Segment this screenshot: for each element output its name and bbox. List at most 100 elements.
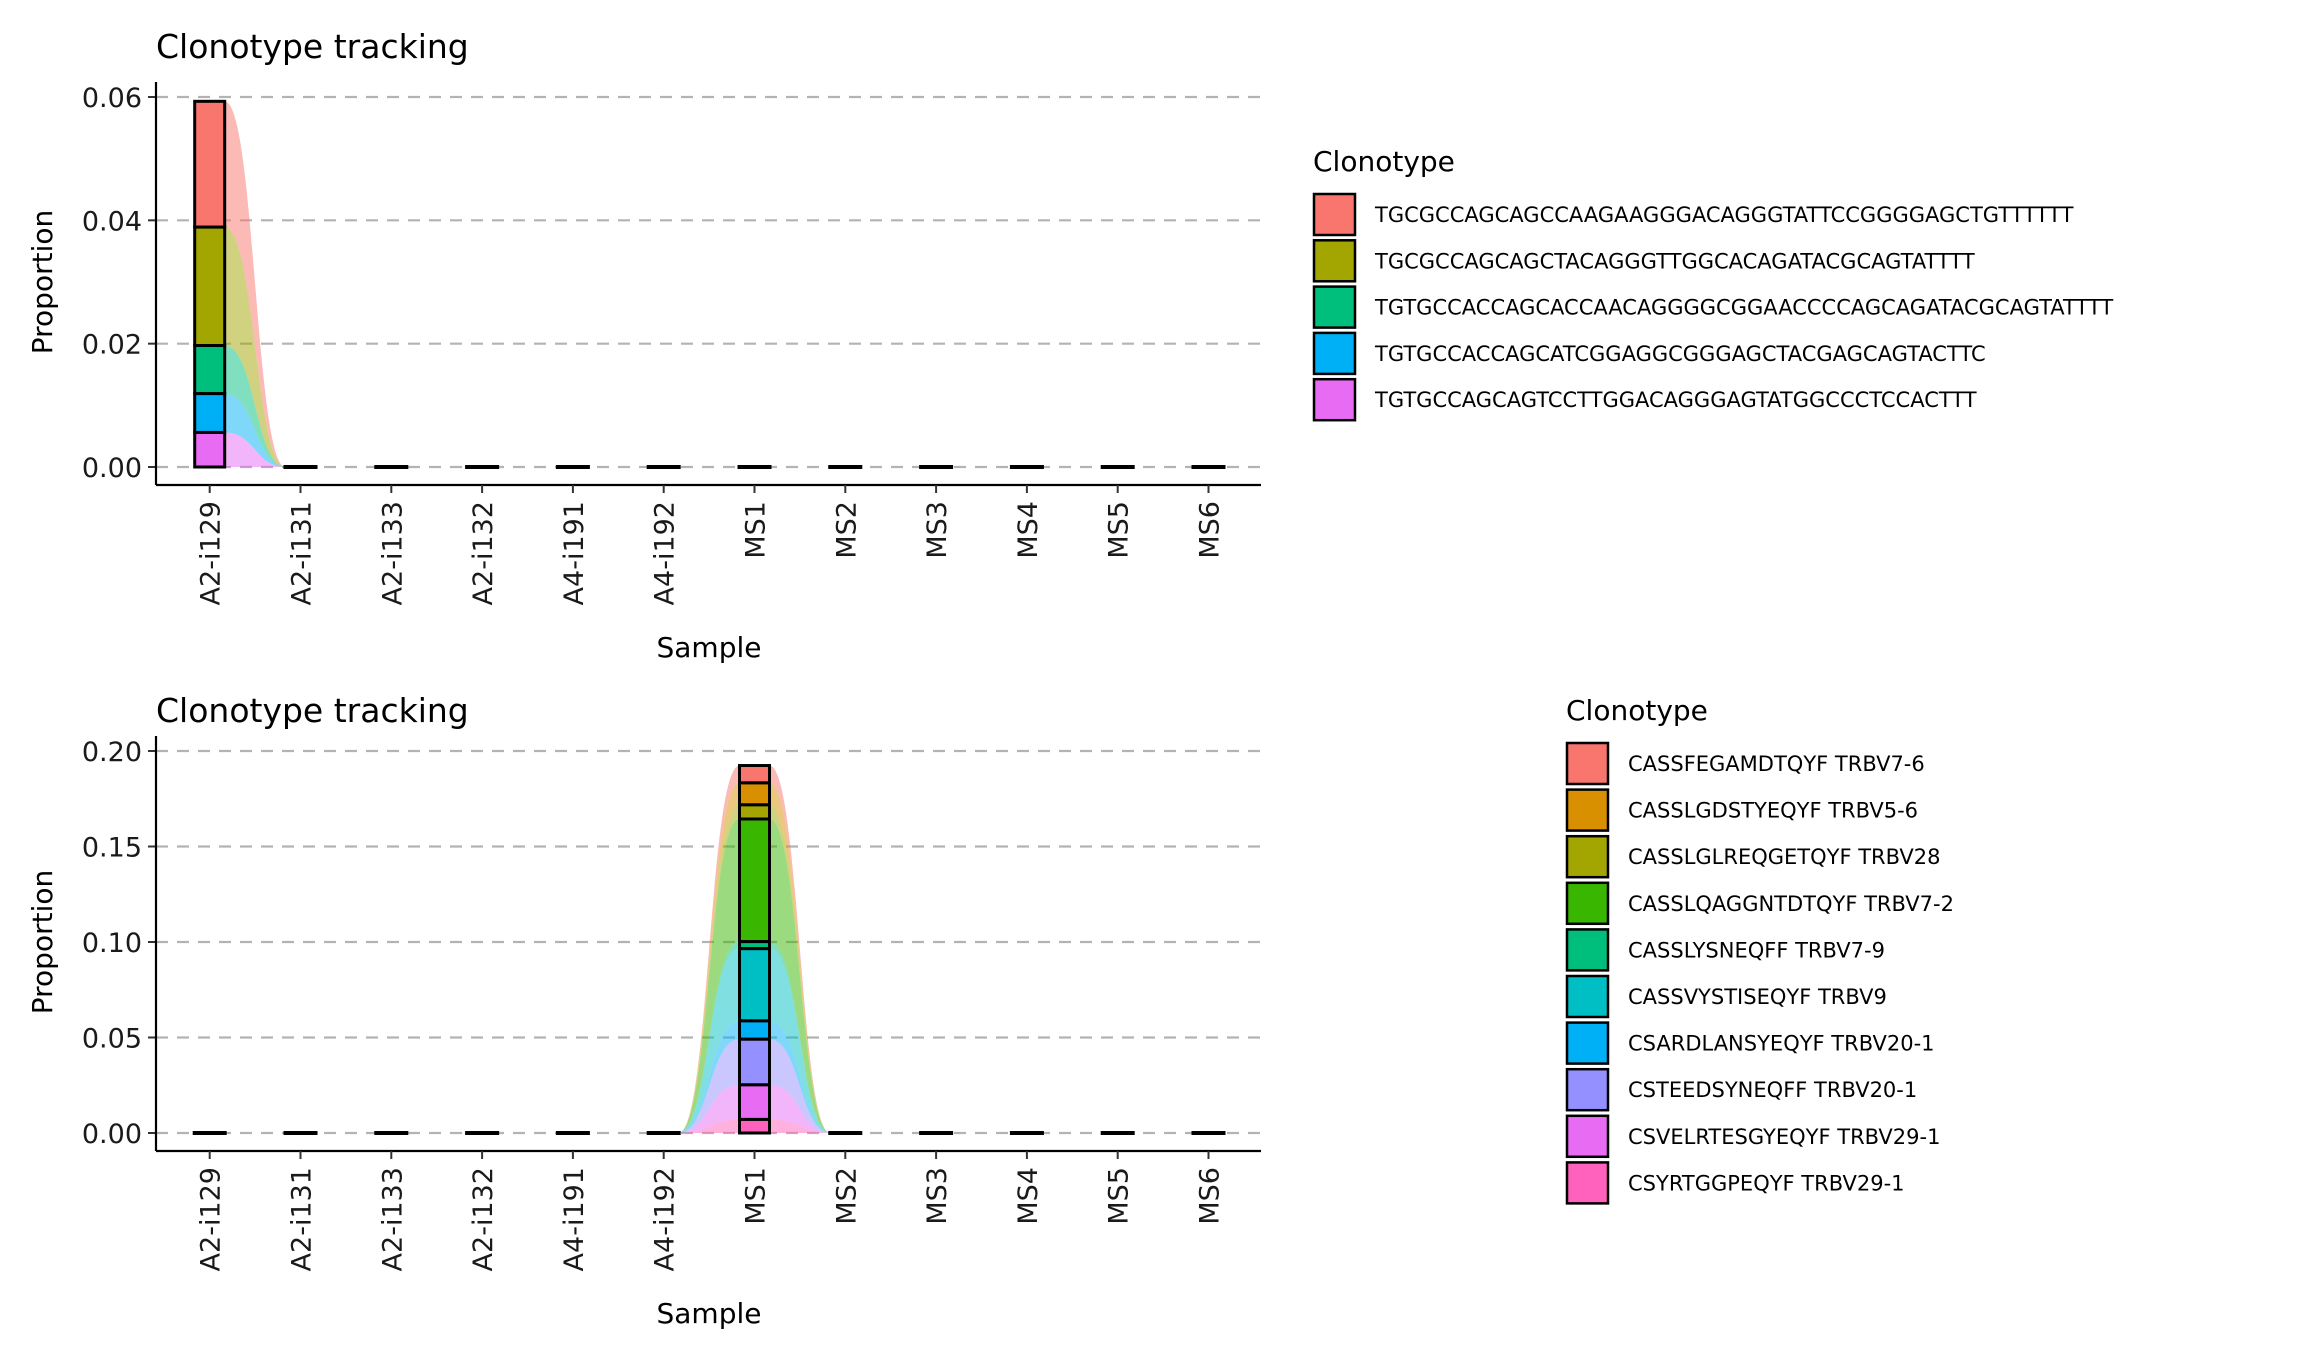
legend-key bbox=[1312, 239, 1357, 283]
flow-ribbon bbox=[678, 818, 740, 1133]
legend-key bbox=[1312, 285, 1357, 329]
x-tick-label: MS5 bbox=[1104, 501, 1135, 559]
x-tick-label: A4-i191 bbox=[559, 501, 590, 605]
legend-label: CASSLGDSTYEQYF TRBV5-6 bbox=[1628, 799, 1918, 823]
x-tick-label: A2-i133 bbox=[377, 501, 408, 605]
y-tick-label: 0.20 bbox=[82, 737, 142, 768]
flow-ribbon bbox=[678, 948, 740, 1133]
legend-key bbox=[1565, 1021, 1610, 1065]
legend-label: CSVELRTESGYEQYF TRBV29-1 bbox=[1628, 1125, 1940, 1149]
y-tick-label: 0.00 bbox=[82, 1119, 142, 1150]
legend-label: TGCGCCAGCAGCTACAGGGTTGGCACAGATACGCAGTATT… bbox=[1374, 249, 1975, 273]
flow-ribbon bbox=[769, 1119, 831, 1133]
y-tick-label: 0.04 bbox=[82, 206, 142, 237]
x-tick-label: MS4 bbox=[1013, 1167, 1044, 1225]
y-tick-label: 0.02 bbox=[82, 330, 142, 361]
legend-label: CASSVYSTISEQYF TRBV9 bbox=[1628, 985, 1887, 1009]
legend-key bbox=[1565, 834, 1610, 879]
bar-segment bbox=[738, 1037, 771, 1087]
x-tick-label: A2-i129 bbox=[196, 1167, 227, 1271]
y-tick-label: 0.15 bbox=[82, 833, 142, 864]
x-tick-label: A4-i192 bbox=[650, 501, 681, 605]
legend-label: CASSLGLREQGETQYF TRBV28 bbox=[1628, 845, 1941, 869]
y-tick-label: 0.05 bbox=[82, 1024, 142, 1055]
legend: Clonotype TGCGCCAGCAGCCAAGAAGGGACAGGGTATT… bbox=[1312, 145, 2113, 422]
bar-segment bbox=[738, 803, 771, 821]
x-tick-label: A2-i131 bbox=[287, 501, 318, 605]
bar-segment bbox=[738, 817, 771, 944]
legend-label: CASSFEGAMDTQYF TRBV7-6 bbox=[1628, 752, 1925, 776]
x-tick-label: MS3 bbox=[922, 1167, 953, 1225]
x-tick-label: A2-i132 bbox=[468, 1167, 499, 1271]
flow-ribbon bbox=[224, 345, 286, 467]
flow-ribbon bbox=[224, 393, 286, 467]
bar-segment bbox=[738, 764, 771, 785]
flow-ribbon bbox=[224, 432, 286, 467]
flow-ribbon bbox=[678, 1084, 740, 1133]
flow-ribbon bbox=[769, 804, 831, 1133]
x-tick-label: A2-i129 bbox=[196, 501, 227, 605]
legend-label: TGCGCCAGCAGCCAAGAAGGGACAGGGTATTCCGGGGAGC… bbox=[1374, 203, 2074, 227]
x-axis-title: Sample bbox=[657, 1297, 762, 1330]
flow-ribbon bbox=[769, 765, 831, 1133]
legend-key bbox=[1565, 741, 1610, 786]
y-axis-title: Proportion bbox=[26, 210, 59, 354]
flow-ribbon bbox=[678, 1039, 740, 1133]
x-tick-label: A2-i131 bbox=[287, 1167, 318, 1271]
flow-ribbon bbox=[678, 1119, 740, 1133]
x-tick-label: MS1 bbox=[741, 1167, 772, 1225]
bar-segment bbox=[193, 225, 227, 348]
legend: Clonotype CASSFEGAMDTQYF TRBV7-6 CASSLGDST… bbox=[1565, 694, 1954, 1205]
legend-key bbox=[1565, 974, 1610, 1019]
legend-label: TGTGCCACCAGCATCGGAGGCGGGAGCTACGAGCAGTACT… bbox=[1374, 342, 1986, 366]
legend-label: CSTEEDSYNEQFF TRBV20-1 bbox=[1628, 1078, 1917, 1102]
chart-panel-1: Clonotype tracking 0.00 0.02 0.04 0.06 A2-i12… bbox=[26, 27, 2113, 664]
x-tick-label: A4-i191 bbox=[559, 1167, 590, 1271]
flow-ribbon bbox=[678, 804, 740, 1133]
legend-key bbox=[1565, 1114, 1610, 1159]
flow-ribbon bbox=[769, 1039, 831, 1133]
bar-segment bbox=[193, 430, 227, 469]
bar-segment bbox=[193, 99, 227, 229]
legend-key bbox=[1565, 881, 1610, 926]
bar-segment bbox=[193, 344, 227, 396]
legend-key bbox=[1565, 1161, 1610, 1205]
legend-key bbox=[1565, 788, 1610, 832]
y-tick-label: 0.00 bbox=[82, 453, 142, 484]
flow-ribbon bbox=[769, 948, 831, 1133]
legend-key bbox=[1312, 331, 1357, 376]
x-axis-title: Sample bbox=[657, 631, 762, 664]
legend-label: CASSLQAGGNTDTQYF TRBV7-2 bbox=[1628, 892, 1954, 916]
bar-segment bbox=[193, 392, 227, 434]
x-tick-label: A2-i132 bbox=[468, 501, 499, 605]
chart-title: Clonotype tracking bbox=[156, 27, 469, 66]
x-tick-label: MS4 bbox=[1013, 501, 1044, 559]
legend-label: TGTGCCAGCAGTCCTTGGACAGGGAGTATGGCCCTCCACT… bbox=[1374, 388, 1977, 412]
x-tick-label: MS2 bbox=[831, 1167, 862, 1225]
legend-key bbox=[1312, 377, 1357, 422]
x-tick-label: A2-i133 bbox=[377, 1167, 408, 1271]
x-tick-label: MS1 bbox=[741, 501, 772, 559]
chart-panel-2: Clonotype tracking 0.00 0.05 0.10 0.15 0.20 A2… bbox=[26, 691, 1954, 1330]
x-tick-label: MS2 bbox=[831, 501, 862, 559]
bar-segment bbox=[738, 947, 771, 1023]
bar-segment bbox=[738, 1083, 771, 1121]
x-tick-label: MS5 bbox=[1104, 1167, 1135, 1225]
flow-ribbon bbox=[678, 1020, 740, 1133]
x-tick-label: MS6 bbox=[1195, 501, 1226, 559]
x-tick-label: A4-i192 bbox=[650, 1167, 681, 1271]
flow-ribbon bbox=[769, 1084, 831, 1133]
x-tick-label: MS3 bbox=[922, 501, 953, 559]
legend-label: CSARDLANSYEQYF TRBV20-1 bbox=[1628, 1032, 1935, 1056]
flow-ribbon bbox=[678, 765, 740, 1133]
bar-segment bbox=[738, 1117, 771, 1135]
bar-segment bbox=[738, 1019, 771, 1041]
legend-title: Clonotype bbox=[1566, 694, 1708, 727]
flow-ribbon bbox=[769, 1020, 831, 1133]
bar-segment bbox=[738, 781, 771, 807]
chart-title: Clonotype tracking bbox=[156, 691, 469, 730]
y-tick-label: 0.06 bbox=[82, 83, 142, 114]
legend-label: CASSLYSNEQFF TRBV7-9 bbox=[1628, 938, 1885, 962]
flow-ribbon bbox=[769, 818, 831, 1133]
